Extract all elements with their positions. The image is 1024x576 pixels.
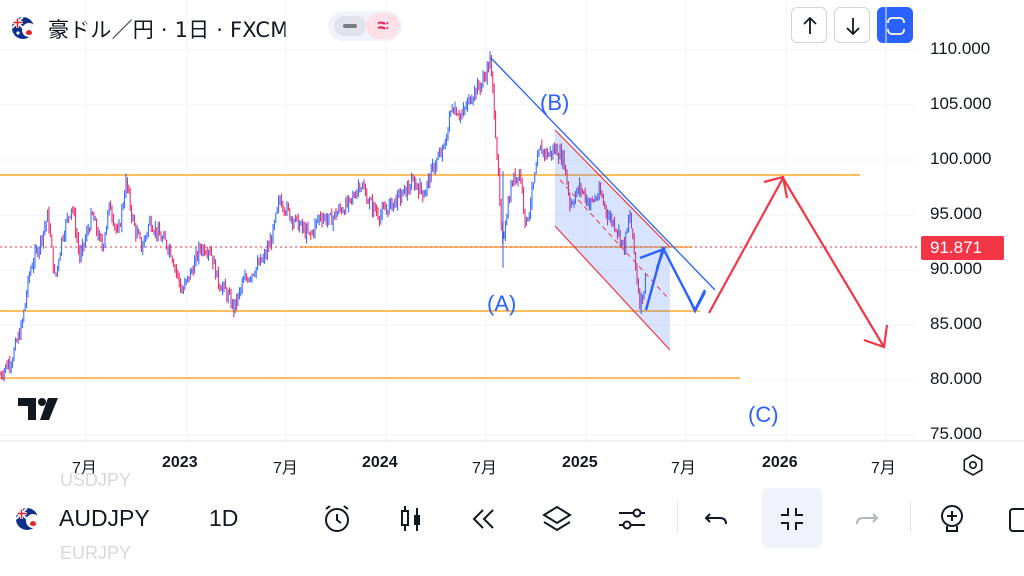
alert-button[interactable] [315,497,359,541]
alarm-clock-icon [325,505,349,532]
up-arrow-icon [803,16,817,34]
rewind-icon [472,509,494,529]
collapse-button-bg [761,488,823,548]
channel-fill [555,130,670,350]
ideas-button[interactable] [930,497,974,541]
panel-icon [1009,508,1024,532]
replay-button[interactable] [462,497,506,541]
fullscreen-button[interactable] [877,7,913,43]
chart-drawings [490,57,889,351]
price-label: 75.000 [930,424,982,443]
time-label: 7月 [871,460,896,477]
down-arrow-icon [846,18,860,36]
chart-type-button[interactable] [389,497,433,541]
wave-label-b[interactable]: (B) [540,90,570,115]
toolbar-divider [677,502,678,532]
toolbar-divider [910,502,911,532]
tradingview-logo-icon[interactable] [18,398,66,420]
japan-flag-icon [26,514,40,528]
redo-icon [856,513,879,525]
lightbulb-icon [941,505,963,532]
redo-button[interactable] [844,497,888,541]
price-label: 85.000 [930,314,982,333]
axis-settings-icon[interactable] [960,452,986,478]
scroll-up-button[interactable] [791,7,827,43]
arrow-head-blue [686,291,707,314]
channel-upper [554,129,671,248]
approx-toggle[interactable]: ≈ [366,13,400,39]
japan-flag-icon [22,23,36,37]
collapse-button[interactable] [770,497,814,541]
wave-label-c[interactable]: (C) [748,402,779,427]
channel-lower [554,225,671,351]
sliders-icon [619,508,645,530]
scroll-down-button[interactable] [834,7,870,43]
chart-type-toggle[interactable]: ≈ [328,11,402,41]
price-label: 110.000 [930,39,991,58]
projection-red [708,176,885,348]
time-label: 7月 [671,460,696,477]
arrow-head-red [863,324,889,349]
undo-button[interactable] [695,497,739,541]
arrow-head-blue [639,246,667,269]
current-price-badge: 91.871 [921,236,1004,260]
undo-icon [704,513,727,525]
symbol-selector[interactable]: AUDJPY [59,505,150,531]
chart-header: 豪ドル／円 · 1日 · FXCM ≈ [0,0,1024,52]
time-label: 2024 [362,454,398,471]
price-label: 105.000 [930,94,992,113]
minus-toggle[interactable] [334,16,366,36]
time-label: 2025 [562,454,598,471]
price-label: 90.000 [930,259,982,278]
price-label: 95.000 [930,204,982,223]
time-label: 7月 [273,460,298,477]
support-resistance-lines [0,174,920,379]
collapse-icon [781,508,803,530]
candlestick-icon [401,506,420,531]
candlestick-series [0,51,646,382]
price-chart[interactable] [0,0,1024,486]
trend-line [490,57,716,291]
wave-label-a[interactable]: (A) [487,291,517,316]
layers-button[interactable] [535,497,579,541]
price-label: 80.000 [930,369,982,388]
fullscreen-icon [887,17,905,35]
arrow-head-red [763,175,789,199]
time-label: 7月 [472,460,497,477]
symbol-scroll-next[interactable]: EURJPY [60,543,132,563]
timeframe-selector[interactable]: 1D [209,505,239,531]
time-label: 2026 [762,454,798,471]
layers-icon [542,505,572,532]
symbol-scroll-prev[interactable]: USDJPY [60,470,132,490]
indicator-settings-button[interactable] [610,497,654,541]
more-tools-button[interactable] [1004,497,1024,541]
time-label: 2023 [162,454,198,471]
time-label: 7月 [72,460,97,477]
chart-grid [0,0,915,441]
price-label: 100.000 [930,149,992,168]
symbol-title[interactable]: 豪ドル／円 · 1日 · FXCM [48,18,289,42]
